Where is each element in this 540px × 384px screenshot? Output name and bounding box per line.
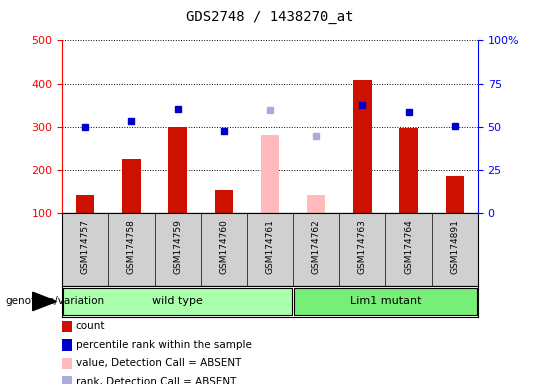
Text: value, Detection Call = ABSENT: value, Detection Call = ABSENT (76, 358, 241, 368)
Text: genotype/variation: genotype/variation (5, 296, 105, 306)
Text: Lim1 mutant: Lim1 mutant (350, 296, 421, 306)
Text: GSM174762: GSM174762 (312, 219, 321, 274)
Bar (214, 190, 233, 213)
Polygon shape (33, 292, 57, 311)
Bar (294, 288, 476, 315)
Bar (353, 81, 372, 213)
Text: count: count (76, 321, 105, 331)
Text: rank, Detection Call = ABSENT: rank, Detection Call = ABSENT (76, 377, 236, 384)
Text: GSM174764: GSM174764 (404, 219, 413, 274)
Bar (400, 128, 418, 213)
Bar (64, 288, 292, 315)
Bar (76, 195, 94, 213)
Text: GSM174891: GSM174891 (450, 219, 460, 274)
Text: GSM174758: GSM174758 (127, 219, 136, 274)
Text: GSM174761: GSM174761 (266, 219, 274, 274)
Text: GSM174763: GSM174763 (358, 219, 367, 274)
Text: GSM174759: GSM174759 (173, 219, 182, 274)
Bar (446, 176, 464, 213)
Bar (307, 195, 326, 213)
Text: wild type: wild type (152, 296, 203, 306)
Text: percentile rank within the sample: percentile rank within the sample (76, 340, 252, 350)
Text: GSM174760: GSM174760 (219, 219, 228, 274)
Text: GDS2748 / 1438270_at: GDS2748 / 1438270_at (186, 10, 354, 24)
Text: GSM174757: GSM174757 (80, 219, 90, 274)
Bar (261, 136, 279, 213)
Bar (122, 159, 140, 213)
Bar (168, 127, 187, 213)
